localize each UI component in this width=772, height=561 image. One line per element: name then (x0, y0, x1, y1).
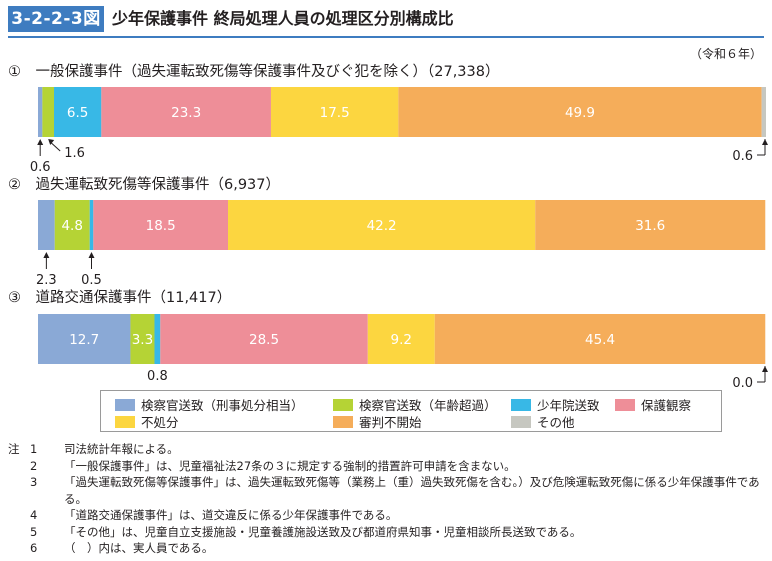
bar-segment-row2-s1 (38, 200, 55, 250)
legend-label: 不処分 (141, 415, 179, 430)
bar-segment-row3-s6 (434, 314, 766, 364)
callout-row3-2-arrow-head (762, 366, 768, 372)
notes-head: 注 (8, 442, 20, 456)
bar-segment-row1-s5 (270, 87, 399, 137)
legend-label: 検察官送致（年齢超過） (359, 398, 497, 413)
callout-row2-2-label: 0.5 (81, 273, 102, 288)
data-label-row1-s3: 6.5 (67, 105, 88, 121)
data-label-row1-s4: 23.3 (171, 105, 201, 121)
legend-label: 検察官送致（刑事処分相当） (141, 398, 304, 413)
bar-segment-row2-s5 (228, 200, 536, 250)
bar-segment-row3-s1 (38, 314, 131, 364)
bar-segment-row1-s7 (761, 87, 766, 137)
legend-label: 少年院送致 (537, 398, 600, 413)
data-label-row3-s2: 3.3 (132, 332, 153, 348)
bar-segment-row1-s2 (42, 87, 55, 137)
legend-item-other: その他 (511, 412, 575, 431)
legend-swatch (615, 399, 635, 411)
legend-item-training-school: 少年院送致 (511, 395, 600, 414)
bar-segment-row2-s3 (89, 200, 94, 250)
callout-row2-1-arrow-head (43, 252, 50, 258)
callout-row1-3-arrow-head (762, 139, 768, 145)
bar-segment-row2-s2 (54, 200, 90, 250)
bar-segment-row3-s3 (154, 314, 161, 364)
figure-number-badge: 3-2-2-3図 (8, 6, 104, 32)
data-label-row3-s1: 12.7 (69, 332, 99, 348)
bar-segment-row2-s4 (93, 200, 229, 250)
bar-segment-row1-s3 (54, 87, 102, 137)
data-label-row2-s4: 18.5 (146, 218, 176, 234)
legend-label: 審判不開始 (359, 415, 422, 430)
row-label-3: ③ 道路交通保護事件（11,417） (8, 288, 231, 306)
callout-row3-2-label: 0.0 (732, 376, 753, 390)
data-label-row2-s5: 42.2 (367, 218, 397, 234)
year-note: （令和６年） (689, 47, 762, 61)
stacked-bar-chart: ① 一般保護事件（過失運転致死傷等保護事件及びぐ犯を除く）（27,338） 6.5… (8, 62, 768, 390)
note-1: 1 司法統計年報による。 (30, 442, 179, 456)
legend-item-prosecutor-punishment: 検察官送致（刑事処分相当） (115, 395, 304, 414)
bar-segment-row2-s6 (535, 200, 766, 250)
row-label-2: ② 過失運転致死傷等保護事件（6,937） (8, 175, 280, 193)
data-label-row3-s4: 28.5 (249, 332, 279, 348)
note-4: 4 「道路交通保護事件」は、道交違反に係る少年保護事件である。 (30, 508, 398, 522)
legend-label: 保護観察 (641, 398, 692, 413)
callout-row2-2-arrow-head (88, 252, 95, 258)
legend-swatch (333, 399, 353, 411)
callout-row2-1-label: 2.3 (36, 273, 57, 288)
title-underline (8, 36, 764, 38)
data-label-row2-s6: 31.6 (635, 218, 665, 234)
bar-segment-row1-s4 (101, 87, 271, 137)
callout-row3-1-label: 0.8 (147, 369, 168, 384)
data-label-row3-s5: 9.2 (391, 332, 412, 348)
data-label-row1-s6: 49.9 (565, 105, 595, 121)
data-label-row3-s6: 45.4 (585, 332, 615, 348)
legend-swatch (333, 416, 353, 428)
bar-segment-row3-s5 (367, 314, 435, 364)
legend-swatch (115, 416, 135, 428)
figure-notes: 注 1 司法統計年報による。 2 「一般保護事件」は、児童福祉法27条の３に規定する… (8, 441, 768, 557)
data-label-row2-s2: 4.8 (61, 218, 82, 234)
callout-row1-2-label: 1.6 (64, 146, 85, 161)
legend-label: その他 (537, 415, 575, 430)
chart-legend: 検察官送致（刑事処分相当） 検察官送致（年齢超過） 少年院送致 保護観察 不処分… (100, 390, 722, 432)
note-5: 5 「その他」は、児童自立支援施設・児童養護施設送致及び都道府県知事・児童相談所長… (30, 524, 582, 539)
callout-row1-1-arrow-head (37, 139, 44, 145)
row-label-1: ① 一般保護事件（過失運転致死傷等保護事件及びぐ犯を除く）（27,338） (8, 62, 499, 80)
note-6: 6 （ ）内は、実人員である。 (30, 541, 214, 555)
bar-segment-row3-s2 (130, 314, 155, 364)
legend-item-probation: 保護観察 (615, 395, 691, 414)
legend-item-prosecutor-age: 検察官送致（年齢超過） (333, 395, 497, 414)
note-3: 3 「過失運転致死傷等保護事件」は、過失運転致死傷等（業務上（重）過失致死傷を含む… (30, 475, 760, 506)
bar-segment-row1-s1 (38, 87, 43, 137)
legend-item-no-hearing: 審判不開始 (333, 412, 422, 431)
callout-row1-1-label: 0.6 (30, 160, 51, 175)
legend-swatch (115, 399, 135, 411)
bar-segment-row3-s4 (160, 314, 368, 364)
data-label-row1-s5: 17.5 (320, 105, 350, 121)
legend-swatch (511, 399, 531, 411)
legend-item-no-disposition: 不処分 (115, 412, 179, 431)
bar-segment-row1-s6 (398, 87, 762, 137)
note-2: 2 「一般保護事件」は、児童福祉法27条の３に規定する強制的措置許可申請を含まない… (30, 458, 516, 473)
callout-row1-2-arrow-head (48, 139, 55, 145)
callout-row1-3-label: 0.6 (732, 149, 753, 164)
legend-swatch (511, 416, 531, 428)
figure-title: 少年保護事件 終局処理人員の処理区分別構成比 (112, 9, 454, 28)
figure-header: 3-2-2-3図 少年保護事件 終局処理人員の処理区分別構成比 (0, 0, 772, 40)
